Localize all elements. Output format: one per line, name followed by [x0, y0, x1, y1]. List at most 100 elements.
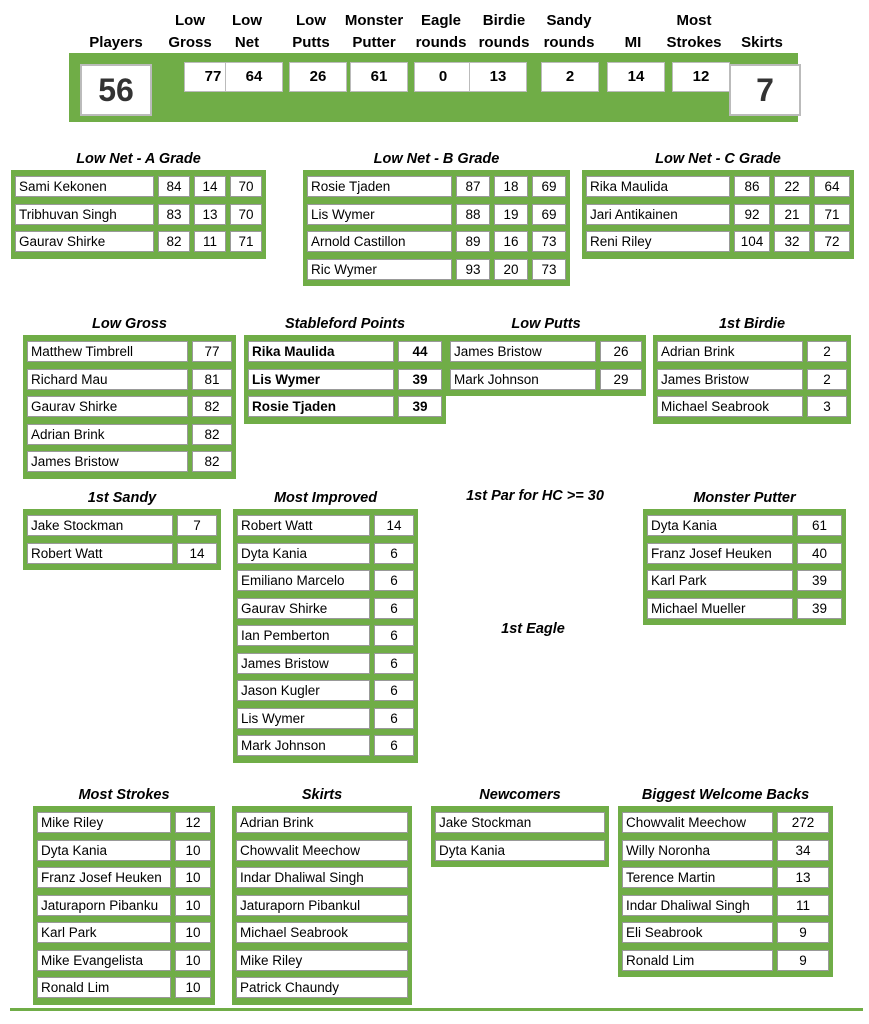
- player-name: Tribhuvan Singh: [15, 203, 154, 225]
- player-name: Adrian Brink: [236, 812, 408, 833]
- summary-header: Low Net: [232, 12, 262, 51]
- player-name: Chowvalit Meechow: [236, 839, 408, 861]
- player-name: Indar Dhaliwal Singh: [622, 894, 773, 916]
- player-name: Jake Stockman: [435, 812, 605, 833]
- score: 2: [807, 368, 847, 390]
- table-row: Adrian Brink: [236, 809, 408, 837]
- section-table: Chowvalit Meechow 272 Willy Noronha 34 Teren…: [618, 806, 833, 977]
- table-row: Rosie Tjaden 87 18 69: [307, 173, 566, 201]
- score: 10: [175, 894, 211, 916]
- section-title: 1st Birdie: [718, 316, 786, 332]
- table-row: Michael Mueller 39: [647, 595, 842, 623]
- summary-value: 2: [541, 62, 599, 92]
- summary-header: MI: [624, 34, 642, 51]
- section-title: Skirts: [301, 787, 343, 803]
- section-table: Mike Riley 12 Dyta Kania 10 Franz Josef Heuk…: [33, 806, 215, 1005]
- section-title: Newcomers: [479, 787, 561, 803]
- score: 39: [398, 368, 442, 390]
- player-name: James Bristow: [657, 368, 803, 390]
- player-name: Mike Evangelista: [37, 949, 171, 971]
- summary-value: 64: [225, 62, 283, 92]
- table-row: Terence Martin 13: [622, 864, 829, 892]
- summary-header: Birdie rounds: [478, 12, 530, 51]
- score: 69: [532, 203, 566, 225]
- player-name: Ric Wymer: [307, 258, 452, 280]
- summary-value: 13: [469, 62, 527, 92]
- score: 6: [374, 542, 414, 564]
- score: 84: [158, 176, 190, 197]
- summary-value: 26: [289, 62, 347, 92]
- table-row: Ric Wymer 93 20 73: [307, 256, 566, 284]
- score: 3: [807, 396, 847, 417]
- player-name: Ronald Lim: [622, 949, 773, 971]
- section-title: 1st Eagle: [501, 621, 565, 637]
- table-row: Franz Josef Heuken 40: [647, 540, 842, 568]
- summary-value: 0: [414, 62, 472, 92]
- score: 13: [194, 203, 226, 225]
- section-table: Rika Maulida 44 Lis Wymer 39 Rosie Tjaden 39: [244, 335, 446, 424]
- section-title: Low Net - B Grade: [373, 151, 500, 167]
- player-name: Franz Josef Heuken: [37, 867, 171, 888]
- player-name: Franz Josef Heuken: [647, 542, 793, 564]
- section-title: Biggest Welcome Backs: [641, 787, 810, 803]
- summary-header: Sandy rounds: [543, 12, 595, 51]
- table-row: Jason Kugler 6: [237, 677, 414, 705]
- player-name: Rika Maulida: [586, 176, 730, 197]
- table-row: Ronald Lim 9: [622, 947, 829, 975]
- score: 87: [456, 176, 490, 197]
- score: 71: [814, 203, 850, 225]
- player-name: Terence Martin: [622, 867, 773, 888]
- table-row: Arnold Castillon 89 16 73: [307, 228, 566, 256]
- score: 20: [494, 258, 528, 280]
- score: 14: [177, 542, 217, 564]
- table-row: Rosie Tjaden 39: [248, 393, 442, 421]
- table-row: Rika Maulida 44: [248, 338, 442, 366]
- table-row: Reni Riley 104 32 72: [586, 228, 850, 256]
- score: 39: [797, 570, 842, 591]
- table-row: Jaturaporn Pibankul: [236, 892, 408, 920]
- score: 73: [532, 231, 566, 252]
- section-title: Low Putts: [511, 316, 581, 332]
- table-row: Robert Watt 14: [237, 512, 414, 540]
- table-row: Karl Park 39: [647, 567, 842, 595]
- score: 18: [494, 176, 528, 197]
- score: 39: [398, 396, 442, 417]
- player-name: Gaurav Shirke: [237, 597, 370, 619]
- score: 12: [175, 812, 211, 833]
- table-row: Lis Wymer 6: [237, 705, 414, 733]
- table-row: Lis Wymer 39: [248, 366, 442, 394]
- player-name: Dyta Kania: [435, 839, 605, 861]
- score: 64: [814, 176, 850, 197]
- player-name: Karl Park: [37, 922, 171, 943]
- player-name: Lis Wymer: [307, 203, 452, 225]
- player-name: Eli Seabrook: [622, 922, 773, 943]
- player-name: Rosie Tjaden: [307, 176, 452, 197]
- score: 2: [807, 341, 847, 362]
- score: 9: [777, 949, 829, 971]
- score: 82: [158, 231, 190, 252]
- table-row: Michael Seabrook 3: [657, 393, 847, 421]
- score: 6: [374, 680, 414, 701]
- score: 272: [777, 812, 829, 833]
- score: 39: [797, 597, 842, 619]
- table-row: Patrick Chaundy: [236, 974, 408, 1002]
- table-row: Mike Evangelista 10: [37, 947, 211, 975]
- player-name: Adrian Brink: [27, 423, 188, 445]
- table-row: Tribhuvan Singh 83 13 70: [15, 201, 262, 229]
- score: 89: [456, 231, 490, 252]
- player-name: Willy Noronha: [622, 839, 773, 861]
- score: 10: [175, 977, 211, 998]
- summary-header: Eagle rounds: [415, 12, 467, 51]
- section-title: Most Improved: [273, 490, 378, 506]
- player-name: Michael Mueller: [647, 597, 793, 619]
- table-row: James Bristow 26: [450, 338, 642, 366]
- bottom-rule: [10, 1008, 863, 1011]
- score: 29: [600, 368, 642, 390]
- section-table: Adrian Brink Chowvalit Meechow Indar Dhali…: [232, 806, 412, 1005]
- player-name: Dyta Kania: [37, 839, 171, 861]
- section-title: 1st Sandy: [87, 490, 157, 506]
- table-row: Gaurav Shirke 82: [27, 393, 232, 421]
- score: 13: [777, 867, 829, 888]
- score: 6: [374, 570, 414, 591]
